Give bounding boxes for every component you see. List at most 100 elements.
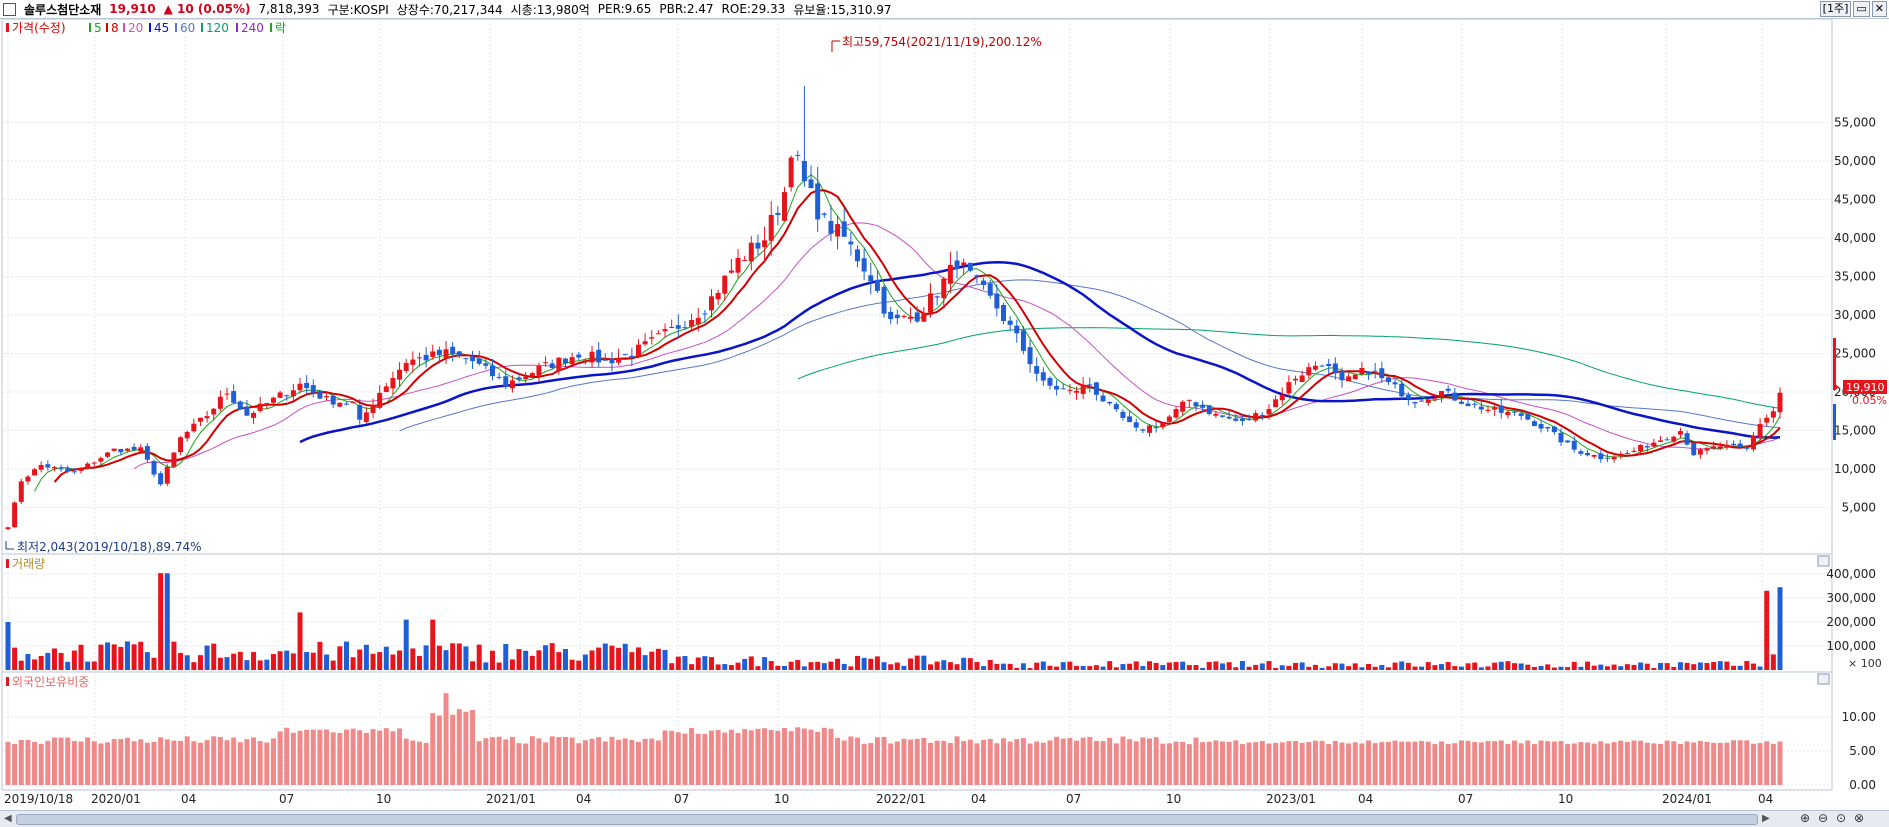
foreign-bar [1239,744,1245,785]
candle-body [589,351,595,363]
foreign-ratio-bars [5,693,1783,785]
candle-body [463,358,469,360]
volume-bar [569,659,575,670]
volume-bar [158,573,164,670]
volume-bar [1279,665,1285,670]
volume-bar [695,657,701,670]
volume-bar [1233,667,1239,670]
candle-body [748,242,754,262]
candle-body [350,402,356,404]
volume-bar [277,651,283,670]
close-icon[interactable]: ✕ [1871,1,1887,17]
minimize-icon[interactable]: ▭ [1853,1,1870,17]
candle-body [828,220,834,234]
candle-body [436,349,442,356]
stock-name[interactable]: 솔루스첨단소재 [24,2,102,17]
foreign-bar [861,743,867,785]
foreign-bar [1200,742,1206,785]
volume-bar [509,659,515,670]
scroll-right-icon[interactable]: ▶ [1762,813,1770,824]
foreign-bar [370,729,376,785]
time-tick-label: 2023/01 [1266,792,1316,806]
foreign-bar [941,740,947,785]
volume-bar [105,642,111,670]
foreign-bar [1319,740,1325,785]
volume-bar [1107,661,1113,670]
foreign-bar [1259,741,1265,785]
volume-bar [304,652,310,670]
volume-bar [1166,662,1172,670]
foreign-bar [178,740,184,785]
candle-body [808,179,814,189]
volume-bar [1306,666,1312,670]
candle-body [921,312,927,322]
candle-body [5,527,11,530]
horizontal-scrollbar[interactable]: ◀ ▶ ⊕ ⊖ ⊙ ⊗ [0,810,1889,827]
foreign-bar [1697,740,1703,785]
volume-bar [655,648,661,670]
volume-bar [941,660,947,670]
volume-bar [549,643,555,670]
stock-chart[interactable]: 55,00050,00045,00040,00035,00030,00025,0… [0,0,1889,810]
volume-bar [1220,663,1226,670]
zoom-fit-icon[interactable]: ⊙ [1836,811,1847,825]
candle-body [1107,401,1113,404]
volume-bar [1425,662,1431,670]
foreign-bar [1485,741,1491,785]
volume-bar [967,658,973,670]
candle-body [383,386,389,392]
high-annotation: 최고59,754(2021/11/19),200.12% [842,35,1042,49]
volume-bar [702,656,708,670]
foreign-bar [1186,744,1192,785]
scroll-left-icon[interactable]: ◀ [4,813,12,824]
foreign-bar [928,742,934,785]
foreign-bar [18,739,24,785]
foreign-panel-max-icon[interactable] [1817,673,1830,685]
foreign-bar [12,743,18,785]
foreign-bar [801,728,807,785]
volume-bar [71,650,77,670]
volume-panel-max-icon[interactable] [1817,555,1830,567]
candle-body [1445,388,1451,391]
zoom-reset-icon[interactable]: ⊗ [1854,811,1865,825]
foreign-bar [894,741,900,785]
foreign-bar [1498,740,1504,785]
foreign-bar [158,737,164,785]
foreign-bar [1737,740,1743,785]
select-checkbox[interactable] [3,2,16,16]
volume-bar [1697,662,1703,670]
volume-bar [1591,665,1597,670]
volume-bar [1020,663,1026,670]
period-button[interactable]: [1주] [1819,1,1852,17]
foreign-bar [310,729,316,785]
candle-body [191,423,197,432]
scroll-thumb[interactable] [16,814,1758,825]
volume-bar [131,644,137,670]
foreign-bar [304,729,310,785]
candle-body [762,240,768,248]
candle-body [1419,400,1425,402]
candle-body [742,259,748,261]
zoom-out-icon[interactable]: ⊖ [1818,811,1829,825]
foreign-bar [51,737,57,785]
time-tick-label: 07 [674,792,689,806]
foreign-bar [1505,743,1511,785]
foreign-bar [1717,743,1723,785]
foreign-bar [967,739,973,785]
foreign-bar [390,731,396,785]
mcap-label: 시총:13,980억 [510,2,590,17]
foreign-bar [755,728,761,785]
foreign-bar [1399,741,1405,785]
zoom-in-icon[interactable]: ⊕ [1800,811,1811,825]
foreign-bar [357,730,363,785]
foreign-bar [781,727,787,785]
candle-body [1624,453,1630,455]
volume-bar [728,665,734,670]
foreign-bar [1020,738,1026,785]
candle-body [1246,418,1252,420]
candle-body [430,351,436,357]
candle-body [1465,403,1471,407]
candle-body [1007,320,1013,325]
candle-body [211,408,217,415]
candle-body [58,468,64,470]
